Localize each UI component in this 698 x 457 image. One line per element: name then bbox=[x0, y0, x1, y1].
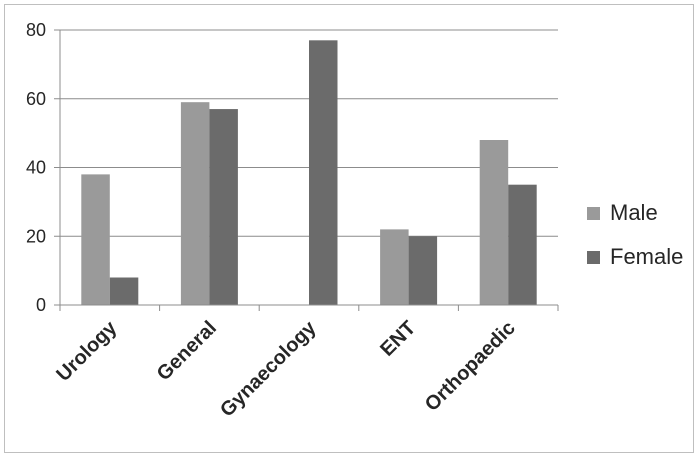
axes bbox=[54, 29, 559, 311]
x-category-label: ENT bbox=[376, 317, 420, 361]
x-category-label: Urology bbox=[52, 316, 122, 386]
legend-swatch-male bbox=[587, 207, 600, 220]
bars bbox=[81, 40, 537, 305]
bar-female-gynaecology bbox=[309, 40, 338, 305]
y-tick-label: 60 bbox=[26, 89, 46, 109]
legend-label-male: Male bbox=[610, 200, 658, 225]
bar-female-urology bbox=[109, 277, 139, 305]
legend-swatch-female bbox=[587, 251, 600, 264]
legend: Male Female bbox=[587, 200, 683, 269]
bar-male-ent bbox=[380, 229, 409, 305]
legend-label-female: Female bbox=[610, 244, 683, 269]
bar-male-orthopaedic bbox=[479, 140, 509, 305]
y-tick-label: 20 bbox=[26, 226, 46, 246]
y-tick-label: 40 bbox=[26, 158, 46, 178]
y-tick-label: 80 bbox=[26, 20, 46, 40]
bar-female-orthopaedic bbox=[508, 184, 537, 305]
chart-frame bbox=[4, 4, 694, 453]
x-category-label: Gynaecology bbox=[216, 316, 321, 421]
bar-male-general bbox=[180, 102, 210, 305]
bar-female-general bbox=[209, 109, 238, 305]
x-category-label: General bbox=[153, 317, 221, 385]
bar-female-ent bbox=[408, 236, 438, 305]
bar-male-urology bbox=[81, 174, 110, 305]
y-tick-label: 0 bbox=[36, 295, 46, 315]
x-category-label: Orthopaedic bbox=[421, 317, 520, 416]
